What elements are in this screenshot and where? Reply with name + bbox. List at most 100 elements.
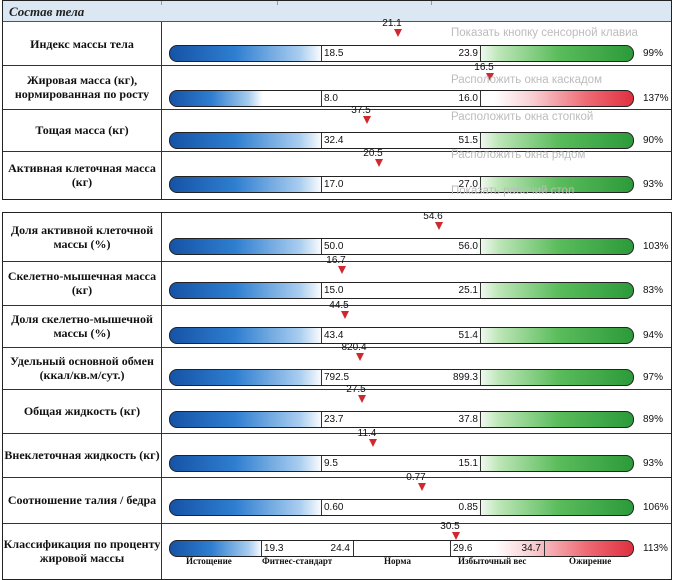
range-high-value: 23.9 — [458, 48, 478, 59]
range-low-value: 43.4 — [324, 330, 344, 341]
threshold-value: 24.4 — [330, 543, 350, 554]
value-marker-icon — [356, 353, 364, 361]
range-low-value: 32.4 — [324, 135, 344, 146]
range-low-divider — [321, 133, 322, 148]
value-marker-icon — [338, 266, 346, 274]
range-bar: 8.0 16.0 — [169, 90, 634, 107]
range-high-divider — [480, 283, 481, 298]
header-tick — [431, 1, 432, 5]
range-bar: 15.0 25.1 — [169, 282, 634, 299]
context-menu-item-side-by-side[interactable]: Расположить окна рядом — [451, 149, 586, 161]
metric-row: Внеклеточная жидкость (кг) 9.5 15.1 11.4 93% — [3, 428, 671, 478]
metric-label-cell: Скелетно-мышечная масса (кг) — [3, 261, 162, 305]
range-high-divider — [480, 133, 481, 148]
measured-value: 20.5 — [363, 148, 383, 159]
classification-label-cell: Классификация по проценту жировой массы — [3, 523, 162, 579]
classification-value: 30.5 — [440, 521, 460, 532]
percent-of-norm: 83% — [643, 285, 664, 296]
section-title: Состав тела — [9, 4, 85, 19]
range-low-divider — [321, 283, 322, 298]
range-high-divider — [480, 91, 481, 106]
metric-label: Индекс массы тела — [30, 36, 134, 51]
percent-of-norm: 137% — [643, 93, 669, 104]
measured-value: 54.6 — [423, 212, 443, 222]
metric-label-cell: Общая жидкость (кг) — [3, 389, 162, 433]
metric-label-cell: Индекс массы тела — [3, 22, 162, 65]
value-marker-icon — [394, 29, 402, 37]
percent-of-norm: 93% — [643, 179, 664, 190]
threshold-divider — [261, 541, 262, 556]
range-low-divider — [321, 500, 322, 515]
value-marker-icon — [435, 222, 443, 230]
metric-label-cell: Внеклеточная жидкость (кг) — [3, 433, 162, 477]
range-bar: 18.5 23.9 — [169, 45, 634, 62]
threshold-value: 19.3 — [264, 543, 284, 554]
measured-value: 16.5 — [474, 62, 494, 73]
percent-of-norm: 99% — [643, 48, 664, 59]
threshold-value: 34.7 — [521, 543, 541, 554]
measured-value: 21.1 — [382, 18, 402, 29]
measured-value: 27.5 — [346, 384, 366, 395]
range-high-value: 25.1 — [458, 285, 478, 296]
measured-value: 0.77 — [406, 472, 426, 483]
range-high-divider — [480, 370, 481, 385]
range-bar: 17.0 27.0 — [169, 176, 634, 193]
range-low-value: 0.60 — [324, 502, 344, 513]
category-label: Истощение — [186, 556, 232, 566]
range-bar: 9.5 15.1 — [169, 455, 634, 472]
context-menu-item-stack[interactable]: Расположить окна стопкой — [451, 111, 594, 123]
context-menu-item-show-desktop[interactable]: Показать рабочий стол — [451, 185, 575, 197]
metric-label-cell: Соотношение талия / бедра — [3, 477, 162, 523]
metric-label: Тощая масса (кг) — [35, 123, 129, 137]
range-bar: 792.5 899.3 — [169, 369, 634, 386]
metric-label-cell: Активная клеточная масса (кг) — [3, 151, 162, 199]
threshold-divider — [353, 541, 354, 556]
metric-row: Жировая масса (кг), нормированная по рос… — [3, 62, 671, 110]
percent-of-norm: 97% — [643, 372, 664, 383]
range-low-divider — [321, 412, 322, 427]
value-marker-icon — [418, 483, 426, 491]
range-low-divider — [321, 239, 322, 254]
range-low-value: 17.0 — [324, 179, 344, 190]
threshold-divider — [544, 541, 545, 556]
value-marker-icon — [375, 159, 383, 167]
threshold-value: 29.6 — [453, 543, 473, 554]
percent-of-norm: 93% — [643, 458, 664, 469]
context-menu-item-cascade[interactable]: Расположить окна каскадом — [451, 74, 602, 86]
metric-label: Общая жидкость (кг) — [23, 404, 141, 418]
metric-row: Тощая масса (кг) 32.4 51.5 37.5 90% — [3, 105, 671, 152]
range-high-value: 27.0 — [458, 179, 478, 190]
context-menu-item-keyboard[interactable]: Показать кнопку сенсорной клавиа — [451, 27, 638, 39]
metric-row: Скелетно-мышечная масса (кг) 15.0 25.1 16.7… — [3, 255, 671, 306]
classification-percent: 113% — [643, 543, 668, 554]
body-metrics-panel: Доля активной клеточной массы (%) 50.0 56.… — [2, 212, 672, 580]
range-high-divider — [480, 328, 481, 343]
measured-value: 37.5 — [351, 105, 371, 116]
range-high-divider — [480, 46, 481, 61]
section-header: Состав тела — [3, 1, 671, 22]
metric-row: Индекс массы тела 18.5 23.9 21.1 99% — [3, 18, 671, 66]
range-high-value: 37.8 — [458, 414, 478, 425]
range-low-value: 792.5 — [324, 372, 350, 383]
value-marker-icon — [341, 311, 349, 319]
metric-label-cell: Доля скелетно-мышечной массы (%) — [3, 305, 162, 347]
metric-label-cell: Тощая масса (кг) — [3, 109, 162, 151]
measured-value: 820.4 — [341, 342, 367, 353]
range-bar: 32.4 51.5 — [169, 132, 634, 149]
range-bar: 23.7 37.8 — [169, 411, 634, 428]
range-low-divider — [321, 456, 322, 471]
range-bar: 0.60 0.85 — [169, 499, 634, 516]
measured-value: 44.5 — [329, 300, 349, 311]
range-high-value: 0.85 — [458, 502, 478, 513]
value-marker-icon — [358, 395, 366, 403]
range-low-value: 23.7 — [324, 414, 344, 425]
percent-of-norm: 94% — [643, 330, 664, 341]
category-label: Избыточный вес — [458, 556, 527, 566]
range-high-divider — [480, 412, 481, 427]
range-low-value: 9.5 — [324, 458, 338, 469]
range-high-value: 51.4 — [458, 330, 478, 341]
metric-row: Общая жидкость (кг) 23.7 37.8 27.5 89% — [3, 384, 671, 434]
metric-row: Соотношение талия / бедра 0.60 0.85 0.77 106… — [3, 472, 671, 524]
classification-bar: 19.3 24.4 29.6 34.7 — [169, 540, 634, 557]
metric-label: Скелетно-мышечная масса (кг) — [7, 269, 157, 297]
